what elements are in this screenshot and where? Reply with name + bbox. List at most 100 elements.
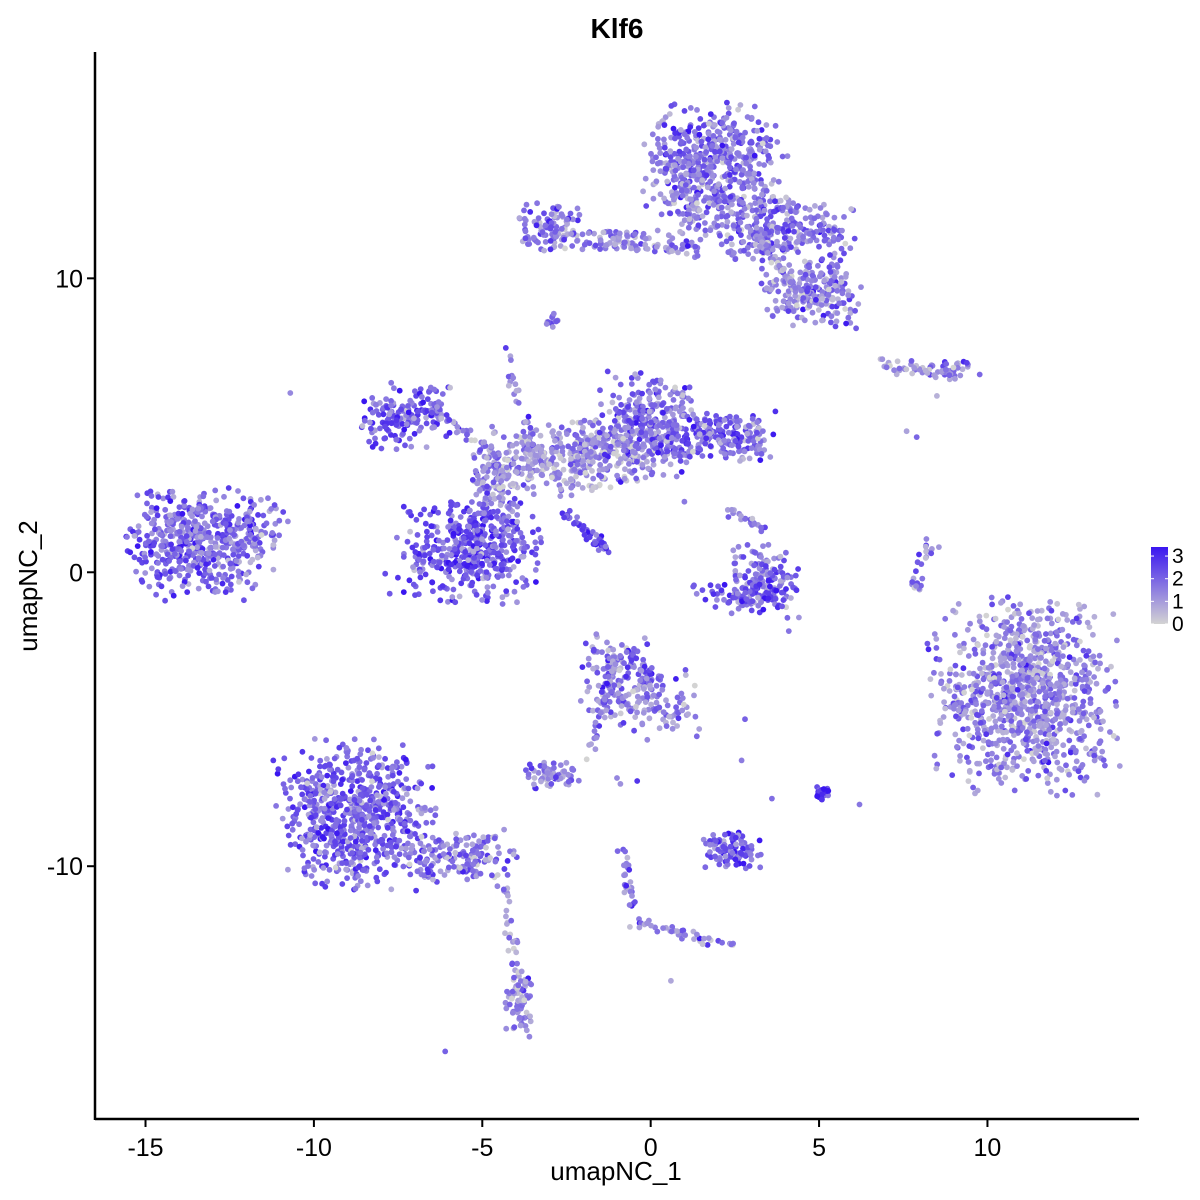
cell-point (378, 445, 385, 452)
cell-point (838, 245, 845, 252)
cell-point (414, 785, 421, 792)
cell-point (366, 438, 372, 445)
cell-point (251, 540, 258, 547)
cell-point (721, 596, 727, 603)
cell-point (775, 288, 782, 295)
cell-point (289, 820, 296, 827)
cell-point (289, 826, 296, 833)
cell-point (437, 597, 444, 604)
cell-point (542, 222, 549, 229)
cell-point (753, 248, 760, 255)
cell-point (407, 397, 414, 404)
cell-point (463, 852, 469, 859)
cell-point (765, 578, 772, 584)
cell-point (750, 438, 757, 444)
cell-point (135, 529, 142, 535)
cell-point (321, 805, 328, 812)
cell-point (176, 504, 183, 510)
cell-point (696, 131, 703, 138)
cell-point (620, 720, 627, 726)
cell-point (639, 720, 646, 727)
cell-point (159, 543, 166, 550)
cell-point (732, 134, 739, 141)
cell-point (825, 286, 832, 293)
cell-point (436, 537, 442, 544)
cell-point (648, 150, 654, 157)
cell-point (564, 216, 570, 223)
cell-point (785, 300, 792, 307)
cell-point (590, 422, 596, 429)
cell-point (773, 587, 780, 594)
cell-point (225, 485, 232, 491)
cell-point (829, 296, 836, 303)
cell-point (672, 167, 679, 174)
cell-point (252, 536, 258, 542)
cell-point (708, 163, 714, 170)
cell-point (303, 838, 309, 845)
cell-point (369, 778, 375, 785)
cell-point (721, 198, 728, 205)
cell-point (331, 796, 338, 802)
cell-point (391, 385, 397, 392)
cell-point (429, 579, 435, 586)
cell-point (585, 661, 592, 668)
cell-point (323, 737, 329, 744)
cell-point (553, 461, 560, 468)
cell-point (714, 597, 720, 603)
cell-point (276, 517, 283, 524)
cell-point (222, 521, 229, 527)
cell-point (664, 178, 671, 185)
cell-point (414, 532, 421, 538)
cell-point (490, 430, 497, 437)
cell-point (710, 202, 717, 208)
cell-point (646, 408, 653, 415)
cell-point (685, 395, 692, 402)
cell-point (682, 672, 689, 678)
cell-point (124, 534, 130, 540)
cell-point (349, 850, 355, 856)
cell-point (418, 780, 425, 787)
cell-point (675, 433, 682, 440)
cell-point (531, 781, 537, 788)
cell-point (332, 864, 339, 871)
cell-point (757, 864, 764, 871)
cell-point (772, 297, 779, 304)
cell-point (658, 673, 664, 680)
cell-point (693, 153, 699, 160)
cell-point (203, 578, 209, 585)
cell-point (694, 107, 700, 113)
cell-point (669, 725, 676, 732)
cell-point (699, 453, 706, 459)
cell-point (568, 492, 575, 499)
cell-point (633, 703, 639, 710)
cell-point (209, 518, 216, 525)
cell-point (616, 410, 622, 416)
cell-point (714, 223, 721, 229)
cell-point (699, 177, 706, 184)
cell-point (496, 485, 503, 492)
cell-point (646, 395, 653, 402)
cell-point (843, 320, 849, 327)
cell-point (483, 844, 489, 851)
cell-point (650, 167, 657, 174)
cell-point (697, 116, 704, 122)
cell-point (767, 570, 774, 576)
cell-point (548, 781, 555, 787)
cell-point (736, 227, 742, 233)
cell-point (693, 733, 700, 740)
cell-point (522, 235, 529, 242)
cell-point (328, 831, 334, 838)
cell-point (337, 781, 344, 787)
cell-point (510, 564, 517, 570)
cell-point (616, 230, 623, 237)
cell-point (288, 784, 295, 791)
cell-point (670, 411, 676, 418)
cell-point (463, 842, 470, 848)
cell-point (315, 830, 322, 836)
cell-point (472, 522, 479, 529)
cell-point (733, 841, 739, 848)
cell-point (1035, 772, 1042, 779)
cell-point (316, 849, 323, 856)
cell-point (381, 435, 388, 442)
cell-point (477, 486, 483, 493)
